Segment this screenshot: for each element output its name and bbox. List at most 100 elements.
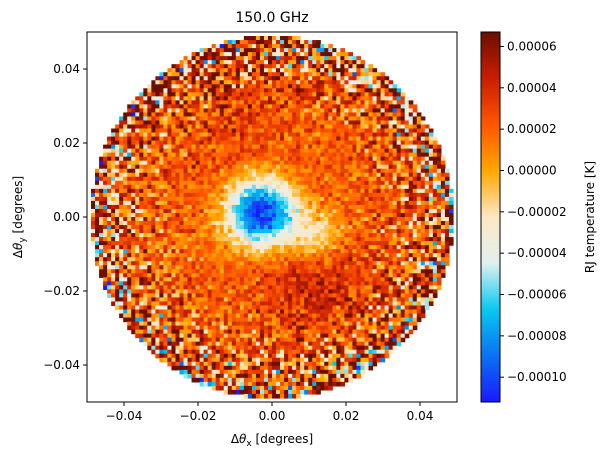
heatmap-pixel xyxy=(404,221,410,226)
heatmap-pixel xyxy=(368,88,374,93)
heatmap-pixel xyxy=(131,160,136,166)
heatmap-pixel xyxy=(416,281,422,286)
heatmap-pixel xyxy=(404,245,410,250)
heatmap-pixel xyxy=(143,140,148,146)
heatmap-pixel xyxy=(368,184,374,190)
heatmap-pixel xyxy=(167,204,173,210)
heatmap-pixel xyxy=(288,140,293,146)
heatmap-pixel xyxy=(147,140,152,146)
heatmap-pixel xyxy=(400,148,406,154)
heatmap-pixel xyxy=(328,72,333,77)
heatmap-pixel xyxy=(284,241,289,246)
heatmap-pixel xyxy=(304,76,309,81)
heatmap-pixel xyxy=(207,176,213,182)
heatmap-pixel xyxy=(332,96,337,101)
heatmap-pixel xyxy=(239,261,245,266)
heatmap-pixel xyxy=(199,72,205,77)
heatmap-pixel xyxy=(424,249,430,254)
heatmap-pixel xyxy=(215,204,221,210)
heatmap-pixel xyxy=(223,68,229,73)
heatmap-pixel xyxy=(119,168,124,174)
heatmap-pixel xyxy=(235,112,241,118)
heatmap-pixel xyxy=(251,36,257,41)
heatmap-pixel xyxy=(207,48,213,53)
heatmap-pixel xyxy=(95,253,100,258)
heatmap-pixel xyxy=(231,273,237,278)
heatmap-pixel xyxy=(179,92,185,97)
heatmap-pixel xyxy=(183,112,189,118)
heatmap-pixel xyxy=(135,184,140,190)
heatmap-pixel xyxy=(167,200,173,206)
heatmap-pixel xyxy=(444,225,450,230)
heatmap-pixel xyxy=(167,180,173,186)
heatmap-pixel xyxy=(292,269,297,274)
heatmap-pixel xyxy=(195,245,201,250)
heatmap-pixel xyxy=(115,200,120,206)
heatmap-pixel xyxy=(143,124,148,130)
heatmap-pixel xyxy=(227,208,233,214)
heatmap-pixel xyxy=(372,293,378,299)
heatmap-pixel xyxy=(396,124,402,130)
heatmap-pixel xyxy=(163,148,169,154)
heatmap-pixel xyxy=(167,188,173,194)
heatmap-pixel xyxy=(123,249,128,254)
heatmap-pixel xyxy=(328,144,333,150)
heatmap-pixel xyxy=(207,80,213,85)
heatmap-pixel xyxy=(308,221,313,226)
heatmap-pixel xyxy=(239,225,245,230)
heatmap-pixel xyxy=(288,184,293,190)
heatmap-pixel xyxy=(380,184,386,190)
heatmap-pixel xyxy=(404,229,410,234)
heatmap-pixel xyxy=(135,217,140,222)
heatmap-pixel xyxy=(151,152,156,158)
heatmap-pixel xyxy=(159,196,165,202)
heatmap-pixel xyxy=(380,128,386,134)
heatmap-pixel xyxy=(312,293,317,299)
heatmap-pixel xyxy=(424,184,430,190)
heatmap-pixel xyxy=(368,120,374,126)
heatmap-pixel xyxy=(432,281,438,286)
heatmap-pixel xyxy=(215,76,221,81)
heatmap-pixel xyxy=(332,221,337,226)
heatmap-pixel xyxy=(163,217,169,222)
heatmap-pixel xyxy=(344,132,350,138)
heatmap-pixel xyxy=(239,208,245,214)
heatmap-pixel xyxy=(155,76,160,81)
heatmap-pixel xyxy=(175,72,181,77)
heatmap-pixel xyxy=(280,108,285,114)
heatmap-pixel xyxy=(276,144,281,150)
heatmap-pixel xyxy=(320,96,325,101)
heatmap-pixel xyxy=(312,40,317,45)
heatmap-pixel xyxy=(276,241,281,246)
heatmap-pixel xyxy=(324,237,329,242)
heatmap-pixel xyxy=(296,76,301,81)
heatmap-pixel xyxy=(191,184,197,190)
heatmap-pixel xyxy=(231,100,237,105)
heatmap-pixel xyxy=(448,196,454,202)
heatmap-pixel xyxy=(356,108,362,114)
heatmap-pixel xyxy=(380,253,386,258)
heatmap-pixel xyxy=(215,52,221,57)
heatmap-pixel xyxy=(348,152,354,158)
heatmap-pixel xyxy=(183,68,189,73)
heatmap-pixel xyxy=(336,160,341,166)
heatmap-pixel xyxy=(368,132,374,138)
heatmap-pixel xyxy=(251,225,257,230)
heatmap-pixel xyxy=(304,136,309,142)
heatmap-pixel xyxy=(263,104,269,110)
heatmap-pixel xyxy=(296,204,301,210)
heatmap-pixel xyxy=(312,140,317,146)
heatmap-image xyxy=(91,36,454,399)
heatmap-pixel xyxy=(191,64,197,69)
heatmap-pixel xyxy=(280,241,285,246)
heatmap-pixel xyxy=(263,64,269,69)
heatmap-pixel xyxy=(360,132,366,138)
heatmap-pixel xyxy=(444,168,450,174)
heatmap-pixel xyxy=(111,152,116,158)
heatmap-pixel xyxy=(436,233,442,238)
heatmap-pixel xyxy=(215,217,221,222)
heatmap-pixel xyxy=(187,212,193,218)
heatmap-pixel xyxy=(348,168,354,174)
heatmap-pixel xyxy=(408,180,414,186)
heatmap-pixel xyxy=(348,92,354,97)
